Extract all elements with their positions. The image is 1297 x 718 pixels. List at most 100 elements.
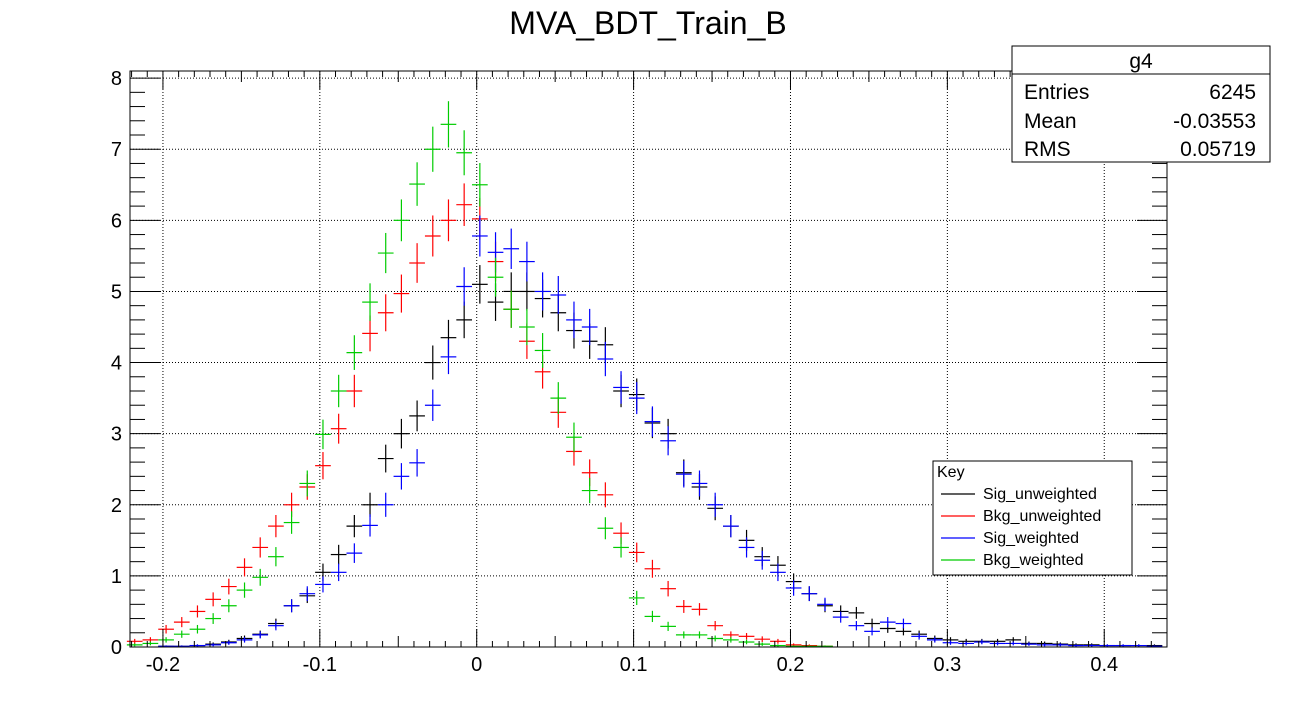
data-point	[299, 586, 316, 602]
data-point	[519, 241, 535, 282]
data-point	[236, 582, 253, 598]
data-point	[864, 618, 880, 629]
data-point	[801, 586, 818, 602]
data-point	[126, 638, 143, 644]
data-point	[409, 400, 425, 432]
data-point	[456, 267, 473, 306]
data-point	[691, 470, 708, 497]
data-point	[205, 613, 221, 624]
data-point	[628, 590, 645, 606]
data-point	[754, 550, 771, 570]
data-point	[1036, 643, 1053, 647]
data-point	[362, 514, 378, 537]
data-point	[409, 449, 425, 477]
data-point	[409, 162, 425, 206]
data-point	[503, 228, 520, 269]
stats-entries-label: Entries	[1024, 81, 1089, 104]
data-point	[644, 610, 661, 623]
data-point	[472, 265, 488, 304]
data-point	[236, 637, 253, 643]
data-point	[644, 406, 661, 437]
y-tick-label: 0	[111, 637, 122, 659]
data-point	[424, 345, 441, 380]
data-point	[236, 558, 253, 577]
data-point	[472, 215, 488, 257]
stats-entries-value: 6245	[1209, 81, 1256, 104]
data-point	[377, 444, 394, 473]
legend: Key Sig_unweighted Bkg_unweighted Sig_weig…	[932, 460, 1133, 576]
data-point	[691, 631, 708, 639]
data-point	[597, 517, 614, 540]
data-point	[770, 644, 786, 647]
stats-rms-label: RMS	[1024, 138, 1071, 161]
data-point	[377, 294, 394, 332]
data-point	[268, 514, 284, 538]
data-point	[330, 563, 347, 582]
data-point	[377, 232, 394, 274]
data-point	[424, 126, 441, 172]
data-point	[628, 542, 645, 563]
stats-mean-label: Mean	[1024, 110, 1077, 133]
data-point	[534, 333, 551, 368]
data-point	[817, 597, 833, 611]
data-point	[503, 290, 520, 328]
grid	[130, 71, 1167, 647]
data-point	[409, 243, 425, 283]
stats-box-name: g4	[1129, 50, 1153, 73]
y-tick-label: 2	[111, 495, 122, 517]
data-point	[189, 605, 206, 618]
data-point	[675, 631, 692, 639]
data-point	[1083, 644, 1100, 647]
data-point	[879, 617, 896, 628]
data-point	[189, 624, 206, 634]
data-point	[252, 537, 269, 558]
data-point	[440, 101, 457, 148]
data-point	[252, 631, 269, 639]
data-point	[346, 374, 363, 408]
data-point	[393, 463, 410, 490]
data-point	[330, 544, 347, 565]
y-tick-label: 4	[111, 353, 122, 375]
data-point	[597, 482, 614, 508]
data-point	[644, 559, 661, 578]
series-Bkg_unweighted	[126, 183, 833, 647]
data-point	[440, 339, 457, 375]
data-point	[456, 183, 473, 226]
data-point	[173, 617, 190, 628]
data-point	[205, 592, 221, 607]
data-point	[1130, 644, 1147, 647]
data-point	[126, 643, 143, 647]
data-point	[566, 301, 582, 339]
data-point	[691, 603, 708, 616]
data-point	[424, 389, 441, 421]
y-tick-label: 5	[111, 281, 122, 303]
chart-title: MVA_BDT_Train_B	[509, 5, 786, 41]
data-point	[895, 618, 912, 629]
data-point	[362, 315, 378, 352]
data-point	[346, 335, 363, 370]
data-point	[660, 580, 676, 597]
data-point	[1115, 644, 1131, 647]
data-point	[220, 640, 237, 645]
data-point	[660, 621, 676, 631]
axes: -0.2 -0.1 0 0.1 0.2 0.3 0.4 0 1 2 3 4 5 6 7 8	[111, 68, 1168, 676]
y-tick-label: 8	[111, 68, 122, 90]
data-point	[628, 382, 645, 415]
data-point	[707, 492, 724, 517]
legend-title: Key	[937, 464, 965, 481]
data-point	[707, 635, 724, 642]
data-point	[456, 130, 473, 176]
data-point	[393, 199, 410, 242]
data-point	[895, 627, 912, 636]
stats-rms-value: 0.05719	[1180, 138, 1256, 161]
data-point	[675, 600, 692, 613]
data-point	[707, 620, 724, 631]
data-point	[519, 308, 535, 346]
data-point	[754, 636, 771, 643]
data-point	[158, 624, 174, 634]
data-point	[581, 477, 598, 504]
data-point	[315, 452, 331, 480]
data-point	[1068, 644, 1084, 647]
data-point	[550, 276, 567, 314]
x-tick-label: -0.2	[146, 654, 180, 676]
